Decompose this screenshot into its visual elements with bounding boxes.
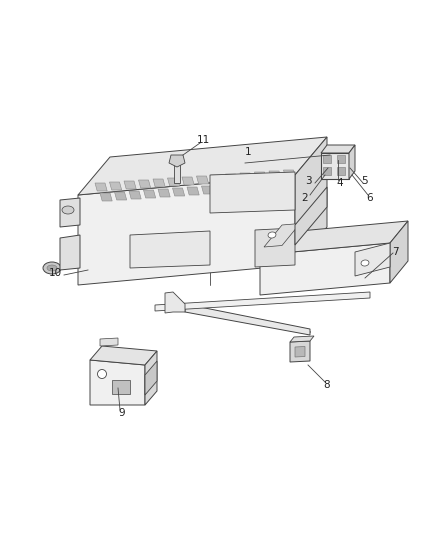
Text: 4: 4 — [337, 178, 343, 188]
Text: 9: 9 — [119, 408, 125, 418]
Polygon shape — [210, 172, 295, 213]
Polygon shape — [274, 181, 286, 189]
Polygon shape — [321, 145, 355, 153]
Text: 5: 5 — [362, 176, 368, 186]
Polygon shape — [138, 180, 151, 188]
Polygon shape — [230, 184, 243, 192]
Polygon shape — [153, 179, 165, 187]
Polygon shape — [60, 198, 80, 227]
Bar — [323, 167, 331, 175]
Ellipse shape — [98, 369, 106, 378]
Text: 2: 2 — [302, 193, 308, 203]
Polygon shape — [211, 175, 223, 183]
Polygon shape — [158, 189, 170, 197]
Polygon shape — [260, 243, 390, 295]
Polygon shape — [290, 341, 310, 362]
Polygon shape — [349, 145, 355, 179]
Ellipse shape — [268, 232, 276, 238]
Polygon shape — [295, 346, 305, 357]
Polygon shape — [321, 153, 349, 179]
Bar — [337, 167, 345, 175]
Polygon shape — [283, 170, 296, 178]
Polygon shape — [264, 223, 300, 247]
Polygon shape — [245, 183, 257, 191]
Polygon shape — [165, 292, 185, 313]
Polygon shape — [240, 173, 252, 181]
Polygon shape — [95, 183, 107, 191]
Text: 6: 6 — [367, 193, 373, 203]
Polygon shape — [78, 137, 327, 195]
Ellipse shape — [43, 262, 61, 274]
Ellipse shape — [47, 265, 57, 271]
Polygon shape — [60, 235, 80, 270]
Polygon shape — [78, 175, 295, 285]
Text: 3: 3 — [305, 176, 311, 186]
Polygon shape — [254, 172, 267, 180]
Polygon shape — [255, 228, 295, 267]
Bar — [323, 155, 331, 163]
Text: 11: 11 — [196, 135, 210, 145]
Polygon shape — [259, 182, 272, 190]
Polygon shape — [390, 221, 408, 283]
Polygon shape — [90, 360, 145, 405]
Text: 10: 10 — [49, 268, 62, 278]
Polygon shape — [216, 185, 228, 193]
Polygon shape — [100, 193, 112, 201]
Polygon shape — [226, 174, 238, 182]
Ellipse shape — [361, 260, 369, 266]
Polygon shape — [124, 181, 136, 189]
Polygon shape — [167, 178, 180, 186]
Polygon shape — [169, 155, 185, 167]
Text: 7: 7 — [392, 247, 398, 257]
Polygon shape — [290, 336, 314, 342]
Bar — [112, 380, 130, 394]
Polygon shape — [129, 191, 141, 199]
Polygon shape — [185, 304, 310, 335]
Text: 8: 8 — [324, 380, 330, 390]
Polygon shape — [269, 171, 281, 179]
Polygon shape — [197, 176, 208, 184]
Polygon shape — [90, 346, 157, 365]
Polygon shape — [114, 192, 127, 200]
Polygon shape — [260, 221, 408, 255]
Polygon shape — [145, 351, 157, 405]
Polygon shape — [187, 187, 199, 195]
Ellipse shape — [62, 206, 74, 214]
Polygon shape — [155, 292, 370, 311]
Polygon shape — [173, 188, 185, 196]
Polygon shape — [201, 186, 214, 194]
Polygon shape — [144, 190, 155, 198]
Polygon shape — [295, 187, 327, 245]
Polygon shape — [130, 231, 210, 268]
Text: 1: 1 — [245, 147, 251, 157]
Polygon shape — [295, 137, 327, 265]
Polygon shape — [182, 177, 194, 185]
Polygon shape — [110, 182, 122, 190]
Bar — [337, 155, 345, 163]
Polygon shape — [145, 361, 157, 395]
Polygon shape — [100, 338, 118, 346]
Polygon shape — [355, 243, 390, 276]
Polygon shape — [174, 155, 180, 183]
